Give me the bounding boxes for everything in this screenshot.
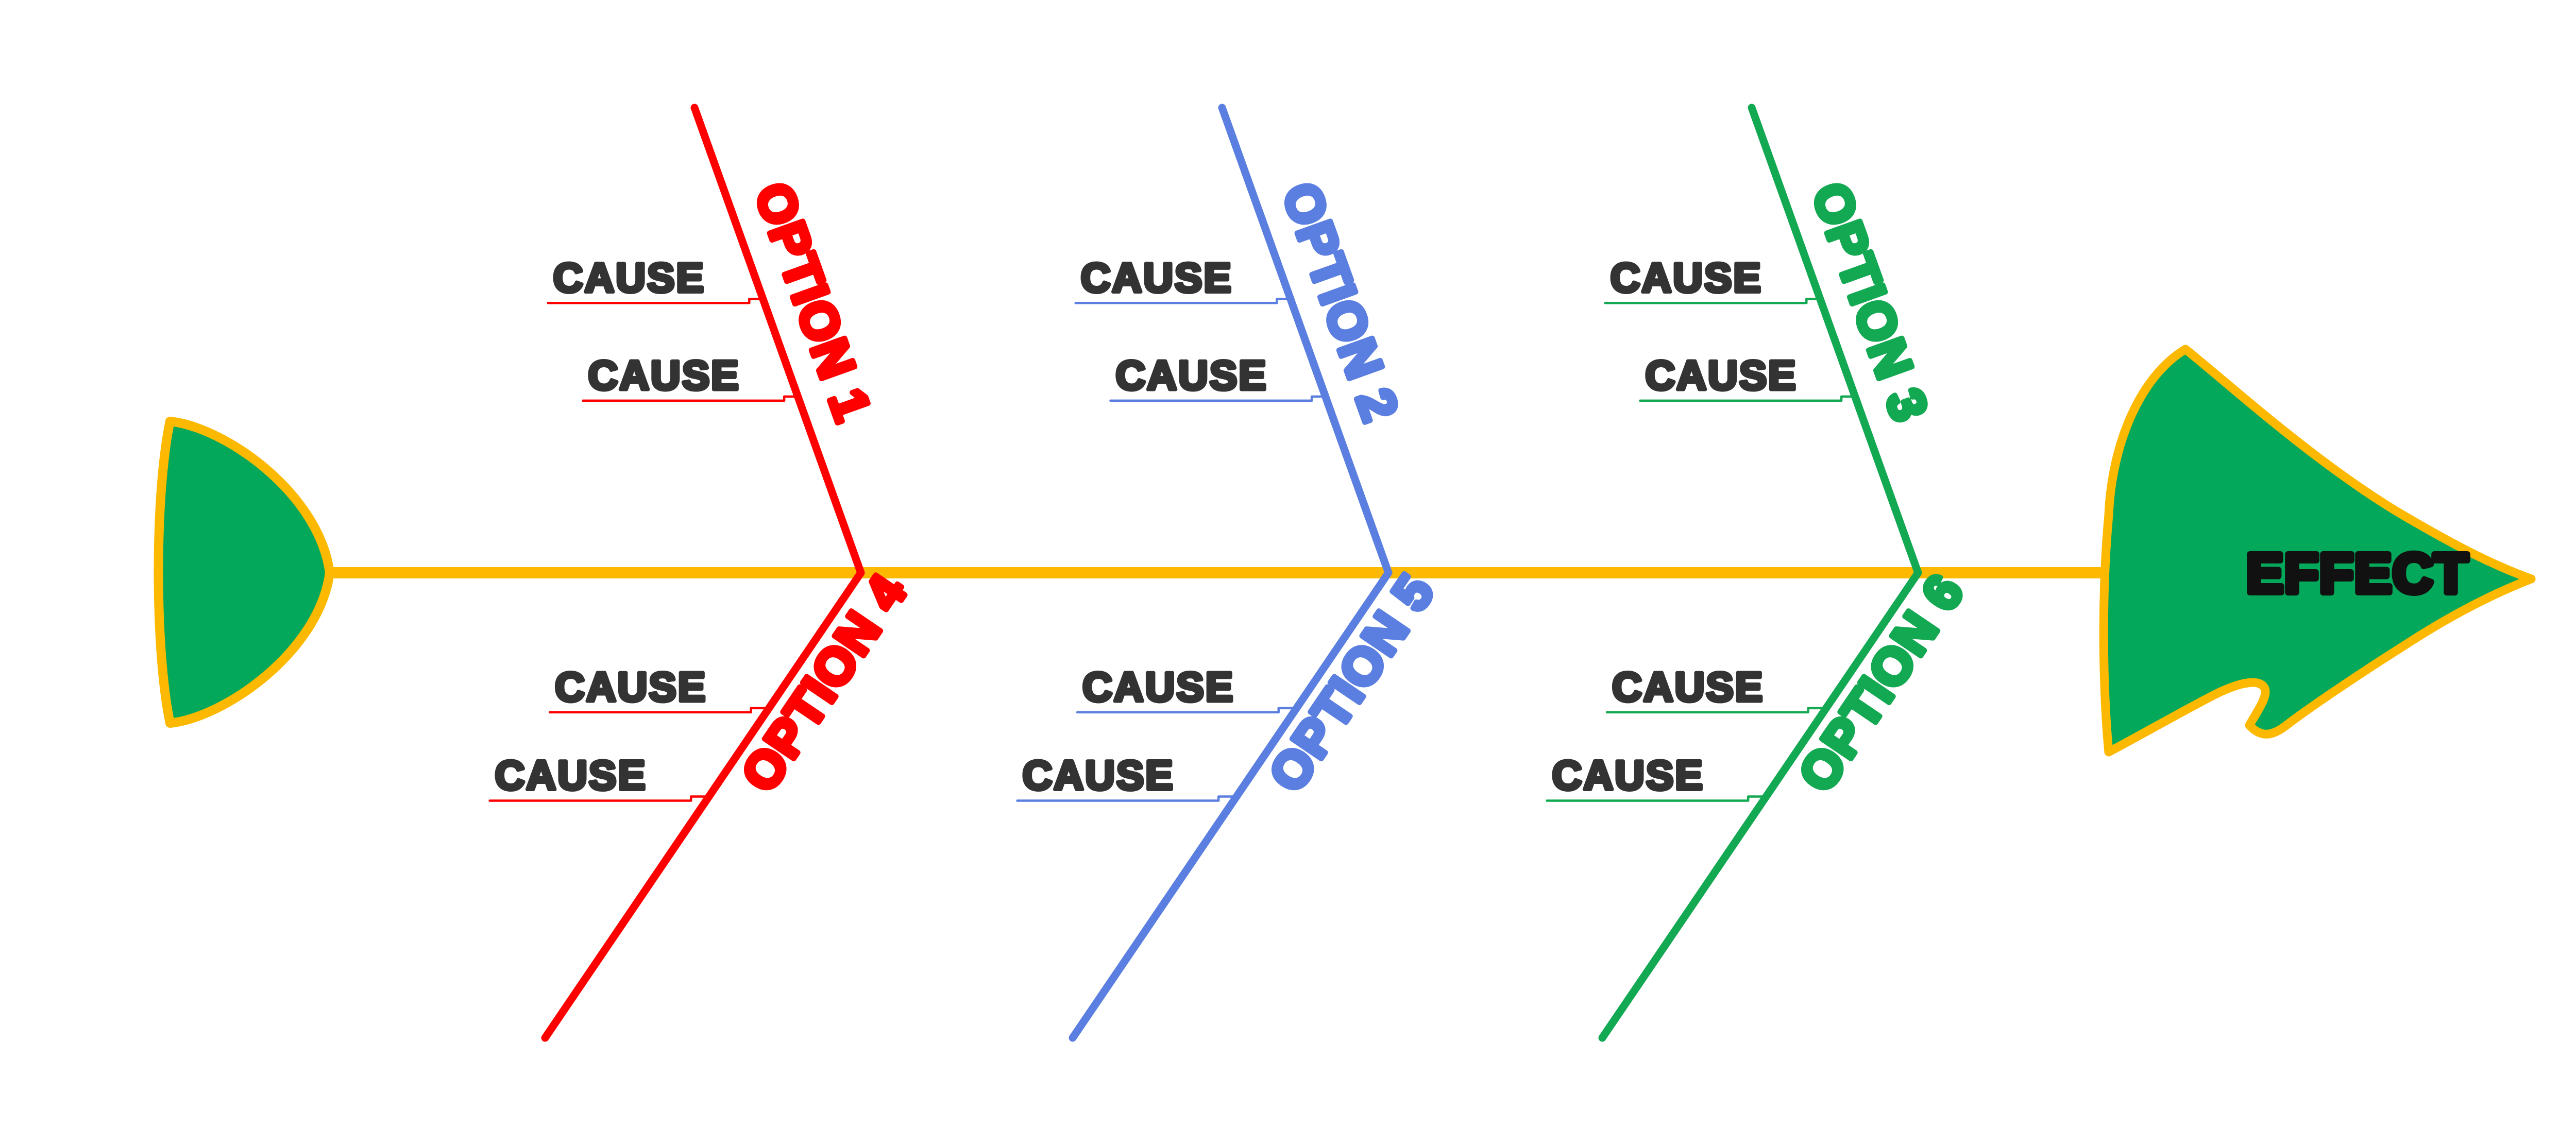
svg-text:CAUSE: CAUSE — [1612, 664, 1764, 710]
svg-text:CAUSE: CAUSE — [1646, 352, 1798, 398]
svg-text:CAUSE: CAUSE — [555, 664, 707, 710]
svg-text:CAUSE: CAUSE — [588, 352, 740, 398]
svg-text:CAUSE: CAUSE — [1552, 753, 1704, 798]
svg-text:CAUSE: CAUSE — [1082, 664, 1234, 710]
svg-text:CAUSE: CAUSE — [553, 254, 705, 300]
svg-text:CAUSE: CAUSE — [1116, 352, 1268, 398]
svg-text:CAUSE: CAUSE — [495, 753, 647, 798]
svg-text:CAUSE: CAUSE — [1081, 254, 1233, 300]
svg-text:CAUSE: CAUSE — [1023, 753, 1175, 798]
svg-text:EFFECT: EFFECT — [2246, 542, 2469, 604]
svg-text:CAUSE: CAUSE — [1611, 254, 1762, 300]
